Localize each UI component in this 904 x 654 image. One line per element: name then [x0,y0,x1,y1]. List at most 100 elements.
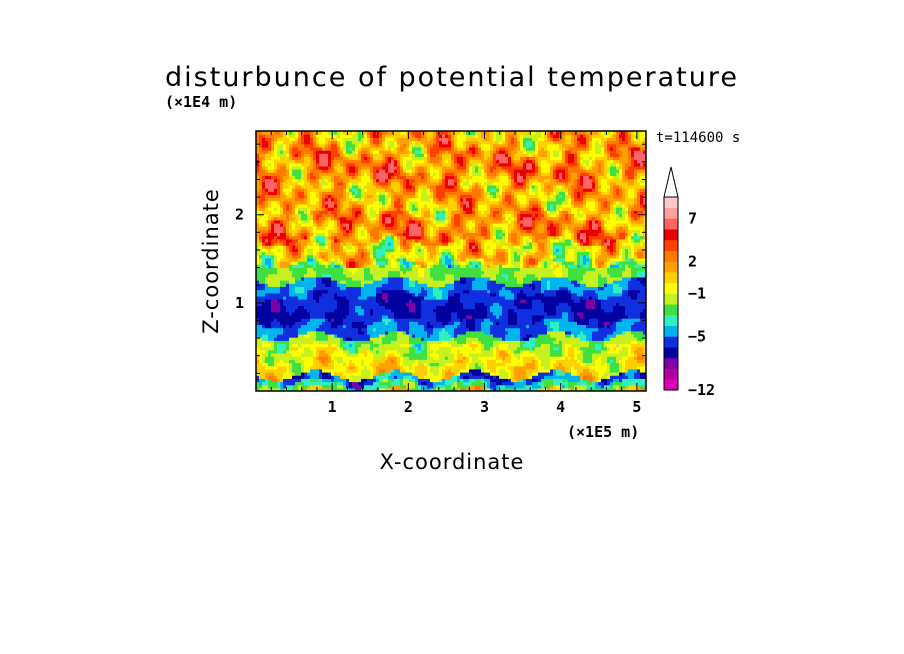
heatmap-cell [286,375,290,379]
heatmap-cell [340,375,344,379]
heatmap-cell [571,283,575,287]
heatmap-cell [595,337,599,341]
heatmap-cell [448,321,452,326]
heatmap-cell [520,343,524,348]
heatmap-cell [265,337,269,341]
heatmap-cell [550,356,554,360]
heatmap-cell [514,273,518,278]
heatmap-cell [412,295,416,300]
heatmap-cell [526,280,530,284]
heatmap-cell [271,371,275,376]
heatmap-cell [502,352,506,357]
heatmap-cell [613,365,617,370]
heatmap-cell [262,340,266,345]
heatmap-cell [529,384,533,389]
heatmap-cell [439,349,443,354]
heatmap-cell [481,327,485,332]
heatmap-cell [553,387,557,391]
heatmap-cell [277,311,281,316]
heatmap-cell [604,381,608,386]
heatmap-cell [379,318,383,322]
heatmap-cell [349,356,353,360]
heatmap-cell [370,371,374,376]
heatmap-cell [280,324,284,329]
heatmap-cell [601,289,605,294]
heatmap-cell [526,337,530,341]
heatmap-cell [466,305,470,310]
heatmap-cell [532,378,536,383]
heatmap-cell [595,352,599,357]
heatmap-cell [337,384,341,389]
heatmap-cell [433,343,437,348]
heatmap-cell [634,352,638,357]
heatmap-cell [631,276,635,281]
heatmap-cell [271,270,275,275]
heatmap-cell [448,384,452,389]
heatmap-cell [265,371,269,376]
heatmap-cell [631,387,635,391]
heatmap-cell [400,302,404,306]
heatmap-cell [277,289,281,294]
heatmap-cell [631,381,635,386]
heatmap-cell [436,327,440,332]
heatmap-cell [316,356,320,360]
heatmap-cell [481,346,485,351]
heatmap-cell [541,299,545,303]
heatmap-cell [304,324,308,329]
heatmap-cell [592,302,596,306]
heatmap-cell [337,292,341,297]
heatmap-cell [625,359,629,364]
heatmap-cell [313,384,317,389]
heatmap-cell [430,352,434,357]
heatmap-cell [334,280,338,284]
heatmap-cell [514,302,518,306]
heatmap-cell [310,318,314,322]
heatmap-cell [463,283,467,287]
heatmap-cell [562,305,566,310]
heatmap-cell [517,295,521,300]
heatmap-cell [550,359,554,364]
heatmap-cell [472,280,476,284]
heatmap-cell [622,321,626,326]
heatmap-cell [472,314,476,319]
heatmap-cell [382,387,386,391]
heatmap-cell [451,311,455,316]
heatmap-cell [340,302,344,306]
heatmap-cell [397,267,401,272]
heatmap-cell [268,276,272,281]
heatmap-cell [412,346,416,351]
heatmap-cell [598,318,602,322]
heatmap-cell [454,273,458,278]
heatmap-cell [616,283,620,287]
heatmap-cell [586,362,590,367]
heatmap-cell [577,337,581,341]
heatmap-cell [517,330,521,335]
heatmap-cell [508,308,512,313]
heatmap-cell [433,327,437,332]
heatmap-cell [637,295,641,300]
heatmap-cell [295,318,299,322]
heatmap-cell [397,346,401,351]
heatmap-cell [538,308,542,313]
heatmap-cell [541,311,545,316]
heatmap-cell [391,327,395,332]
heatmap-cell [634,270,638,275]
heatmap-cell [496,343,500,348]
heatmap-cell [469,276,473,281]
heatmap-cell [502,314,506,319]
heatmap-cell [610,362,614,367]
heatmap-cell [469,318,473,322]
heatmap-cell [544,286,548,291]
heatmap-cell [574,299,578,303]
heatmap-cell [367,314,371,319]
heatmap-cell [340,292,344,297]
heatmap-cell [439,359,443,364]
heatmap-cell [538,346,542,351]
heatmap-cell [469,378,473,383]
heatmap-cell [379,381,383,386]
heatmap-cell [421,349,425,354]
heatmap-cell [490,333,494,338]
heatmap-cell [415,286,419,291]
heatmap-cell [286,346,290,351]
heatmap-cell [565,292,569,297]
